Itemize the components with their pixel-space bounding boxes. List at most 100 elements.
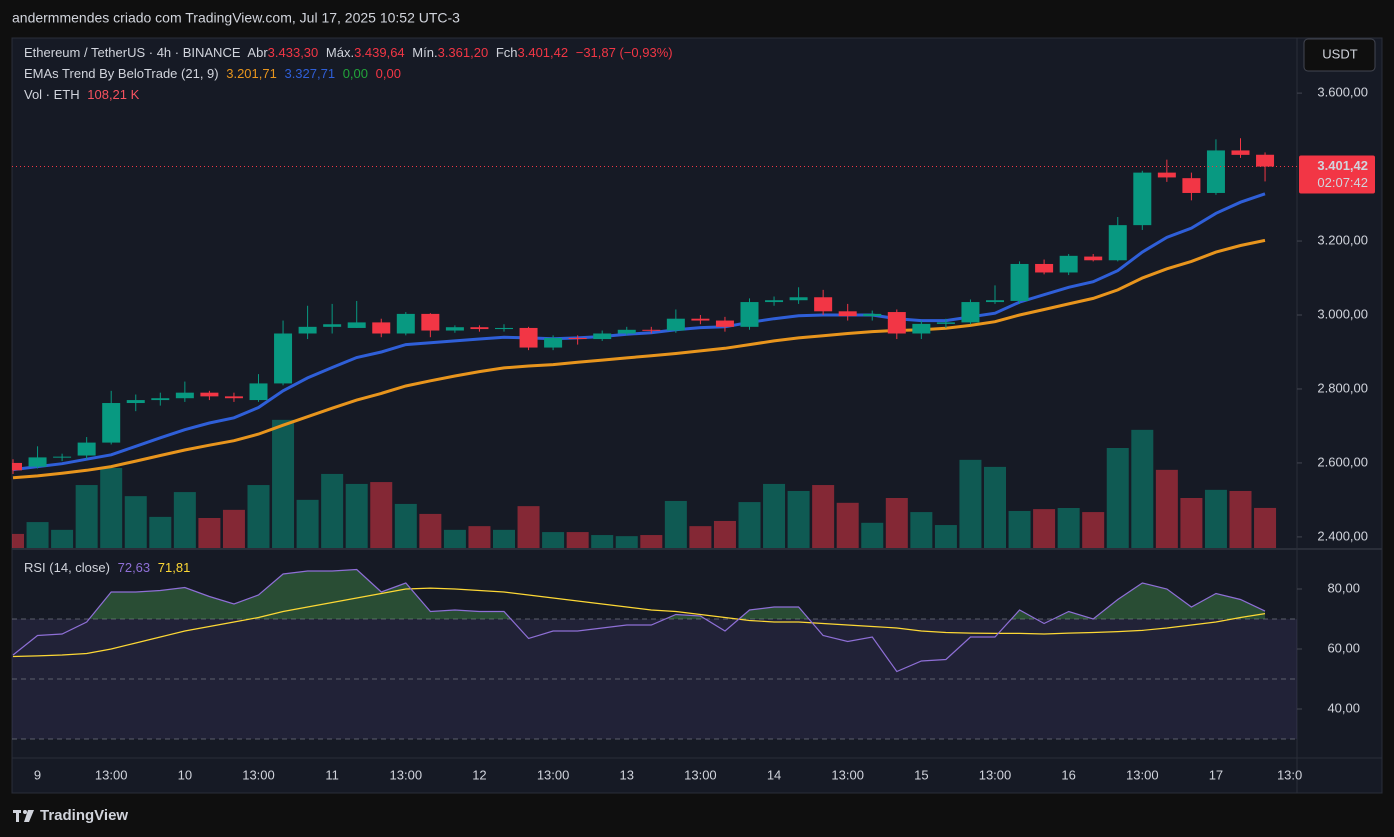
candle-body (274, 333, 293, 384)
candle-body (887, 312, 906, 334)
volume-bar (370, 482, 393, 548)
rsi-overbought-fill (13, 569, 1266, 619)
x-tick-label: 13:00 (979, 767, 1012, 782)
candle-body (224, 396, 243, 399)
volume-bar (493, 529, 515, 548)
ema-title: EMAs Trend By BeloTrade (21, 9) (24, 66, 219, 81)
rsi-title: RSI (14, close) (24, 560, 110, 575)
candle-body (1182, 178, 1201, 193)
volume-bar (836, 502, 859, 548)
candle-body (814, 297, 833, 312)
candle-body (1133, 172, 1152, 226)
candle-body (12, 462, 22, 471)
candle-body (77, 442, 96, 456)
candle-body (396, 313, 415, 334)
rsi-value: 72,63 (118, 560, 151, 575)
candle-body (175, 392, 194, 399)
legend-main: Ethereum / TetherUS · 4h · BINANCE Abr3.… (24, 45, 673, 60)
rsi-tick-label: 60,00 (1327, 640, 1360, 655)
rsi-layer (12, 568, 1297, 740)
volume-bar (100, 468, 123, 548)
footer-brand: TradingView (40, 807, 128, 824)
rsi-ma-value: 71,81 (158, 560, 191, 575)
x-tick-label: 13:00 (95, 767, 128, 782)
volume-bar (787, 490, 810, 548)
candle-body (28, 457, 47, 467)
open-value: 3.433,30 (268, 45, 319, 60)
volume-bar (713, 520, 736, 548)
candle-body (593, 333, 612, 340)
candle-body (126, 400, 145, 404)
volume-bar (468, 526, 491, 548)
volume-bar (272, 419, 295, 548)
volume-bar (173, 492, 196, 548)
volume-bar (664, 500, 687, 548)
volume-title: Vol · ETH (24, 87, 80, 102)
candle-body (691, 318, 710, 321)
candle-body (53, 456, 72, 458)
volume-bar (124, 496, 147, 548)
volume-bar (345, 483, 368, 548)
volume-bar (1057, 508, 1080, 548)
candle-body (1231, 150, 1250, 155)
change: −31,87 (−0,93%) (576, 45, 673, 60)
volume-bar (542, 532, 565, 548)
high-value: 3.439,64 (354, 45, 405, 60)
volume-bar (394, 503, 417, 548)
candle-body (102, 403, 121, 443)
y-tick-label: 2.400,00 (1317, 528, 1368, 543)
x-tick-label: 10 (178, 767, 192, 782)
x-tick-label: 13:00 (537, 767, 570, 782)
rsi-line (12, 568, 1266, 673)
candle-body (912, 323, 931, 334)
volume-value: 108,21 K (87, 87, 139, 102)
volume-layer (12, 419, 1277, 548)
volume-bar (517, 506, 540, 548)
candle-body (249, 383, 268, 401)
candle-body (470, 327, 489, 330)
legend-volume: Vol · ETH 108,21 K (24, 87, 140, 102)
volume-bar (861, 522, 884, 548)
currency-button[interactable] (1303, 38, 1376, 72)
close-value: 3.401,42 (518, 45, 569, 60)
candle-body (863, 313, 882, 317)
candle-body (740, 302, 759, 327)
volume-bar (296, 499, 319, 548)
currency-label[interactable]: USDT (1322, 46, 1357, 61)
x-tick-label: 13:00 (242, 767, 275, 782)
volume-bar (51, 529, 74, 548)
y-tick-label: 2.800,00 (1317, 380, 1368, 395)
last-price-badge (1299, 155, 1375, 194)
last-price-label: 3.401,42 (1317, 158, 1368, 173)
volume-bar (1229, 490, 1252, 548)
rsi-tick-label: 80,00 (1327, 580, 1360, 595)
volume-bar (75, 485, 98, 548)
candle-body (347, 322, 366, 328)
candle-body (1059, 255, 1078, 273)
candle-body (568, 337, 587, 340)
candle-body (961, 302, 980, 323)
volume-bar (763, 483, 786, 548)
candle-body (495, 327, 513, 330)
x-tick-label: 13:0 (1277, 767, 1302, 782)
candle-body (544, 337, 563, 348)
candle-body (986, 300, 1004, 303)
legend-rsi: RSI (14, close) 72,63 71,81 (24, 560, 190, 575)
volume-bar (1254, 507, 1277, 548)
x-tick-label: 13:00 (1126, 767, 1159, 782)
volume-bar (1106, 448, 1129, 548)
candle-body (421, 313, 440, 331)
x-tick-label: 13:00 (831, 767, 864, 782)
close-label: Fch (496, 45, 518, 60)
ema-slow-line (12, 238, 1266, 480)
candle-body (617, 329, 636, 334)
volume-bar (149, 516, 172, 548)
volume-bar (1180, 498, 1203, 548)
candle-body (372, 322, 391, 334)
open-label: Abr (247, 45, 268, 60)
volume-bar (934, 525, 957, 548)
legend-ema: EMAs Trend By BeloTrade (21, 9) 3.201,71… (24, 66, 401, 81)
x-tick-label: 13 (620, 767, 634, 782)
